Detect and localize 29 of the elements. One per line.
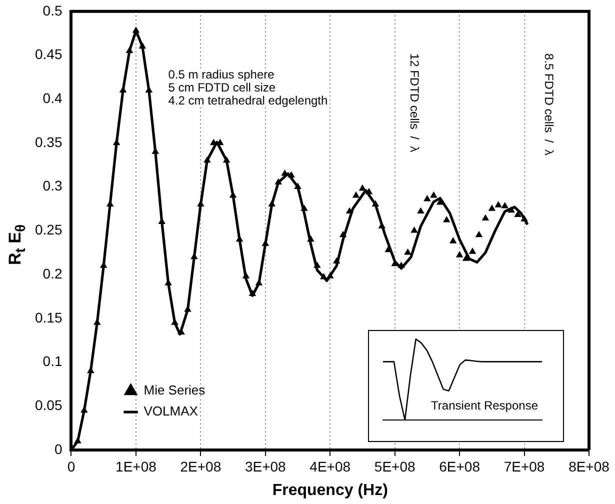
y-tick-label: 0.25 bbox=[35, 222, 62, 238]
x-tick-label: 7E+08 bbox=[504, 458, 545, 474]
y-tick-label: 0 bbox=[54, 440, 62, 457]
x-tick-label: 6E+08 bbox=[439, 458, 480, 474]
legend-label: Mie Series bbox=[144, 382, 206, 398]
annotation: 4.2 cm tetrahedral edgelength bbox=[168, 94, 328, 108]
annotation: 5 cm FDTD cell size bbox=[168, 80, 276, 95]
x-tick-label: 3E+08 bbox=[244, 458, 286, 474]
y-tick-label: 0.35 bbox=[35, 134, 62, 150]
annotation: 12 FDTD cells / λ bbox=[407, 53, 422, 152]
x-tick-label: 2E+08 bbox=[180, 458, 222, 474]
x-axis-title: Frequency (Hz) bbox=[272, 482, 388, 499]
x-tick-label: 0 bbox=[67, 458, 76, 474]
annotation: 0.5 m radius sphere bbox=[168, 68, 275, 82]
x-tick-label: 1E+08 bbox=[116, 458, 157, 474]
x-tick-label: 5E+08 bbox=[374, 458, 416, 474]
y-tick-label: 0.15 bbox=[35, 309, 62, 326]
y-tick-label: 0.5 bbox=[42, 2, 62, 18]
y-tick-label: 0.4 bbox=[42, 90, 62, 106]
annotation: 8.5 FDTD cells / λ bbox=[542, 53, 556, 156]
y-tick-label: 0.3 bbox=[42, 178, 62, 194]
y-tick-label: 0.45 bbox=[35, 46, 62, 62]
y-tick-label: 0.1 bbox=[42, 353, 62, 370]
y-tick-label: 0.05 bbox=[35, 397, 62, 413]
legend-label: VOLMAX bbox=[144, 404, 198, 419]
y-tick-label: 0.2 bbox=[42, 265, 62, 282]
annotation: Transient Response bbox=[431, 398, 538, 412]
x-tick-label: 8E+08 bbox=[568, 458, 610, 474]
x-tick-label: 4E+08 bbox=[310, 458, 351, 474]
